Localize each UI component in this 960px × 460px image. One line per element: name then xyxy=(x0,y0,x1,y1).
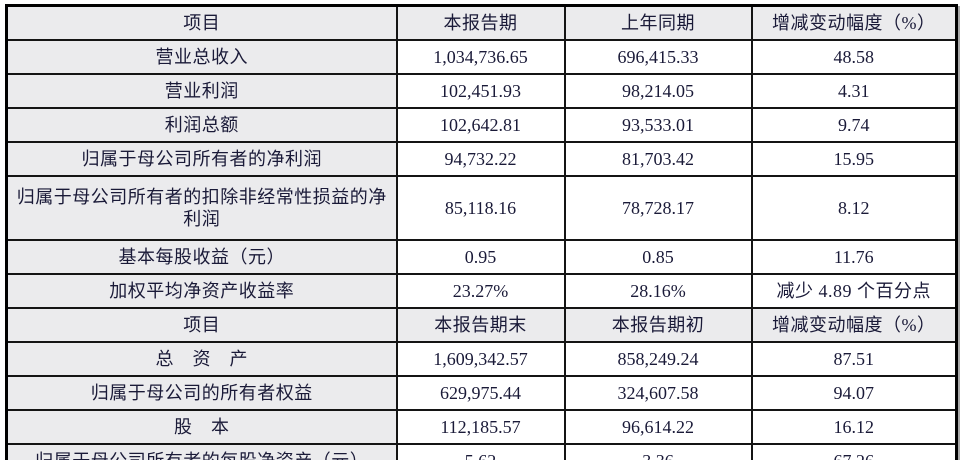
col-header-prior-period: 上年同期 xyxy=(563,4,753,41)
table-row-basic-eps: 基本每股收益（元） 0.95 0.85 11.76 xyxy=(5,239,958,275)
value-cell: 98,214.05 xyxy=(563,73,753,109)
table-row-total-assets: 总 资 产 1,609,342.57 858,249.24 87.51 xyxy=(5,341,958,377)
col-header-item-2: 项目 xyxy=(5,307,398,343)
item-cell: 归属于母公司所有者的扣除非经常性损益的净利润 xyxy=(5,175,398,241)
table-row-net-assets-per-share: 归属于母公司所有者的每股净资产（元） 5.62 3.36 67.26 xyxy=(5,443,958,460)
value-cell: 629,975.44 xyxy=(395,375,566,411)
value-cell: 0.95 xyxy=(395,239,566,275)
col-header-period-end: 本报告期末 xyxy=(395,307,566,343)
value-cell: 87.51 xyxy=(750,341,958,377)
value-cell: 3.36 xyxy=(563,443,753,460)
table-row-net-profit-excl-nonrecurring: 归属于母公司所有者的扣除非经常性损益的净利润 85,118.16 78,728.… xyxy=(5,175,958,241)
value-cell: 48.58 xyxy=(750,39,958,75)
table-row-equity-parent: 归属于母公司的所有者权益 629,975.44 324,607.58 94.07 xyxy=(5,375,958,411)
value-cell: 0.85 xyxy=(563,239,753,275)
item-cell: 营业总收入 xyxy=(5,39,398,75)
value-cell: 94,732.22 xyxy=(395,141,566,177)
value-cell: 67.26 xyxy=(750,443,958,460)
value-cell: 4.31 xyxy=(750,73,958,109)
col-header-item: 项目 xyxy=(5,4,398,41)
value-cell: 81,703.42 xyxy=(563,141,753,177)
item-cell: 归属于母公司所有者的每股净资产（元） xyxy=(5,443,398,460)
col-header-current-period: 本报告期 xyxy=(395,4,566,41)
value-cell: 1,034,736.65 xyxy=(395,39,566,75)
value-cell: 78,728.17 xyxy=(563,175,753,241)
item-cell: 利润总额 xyxy=(5,107,398,143)
value-cell: 28.16% xyxy=(563,273,753,309)
table-row-total-profit: 利润总额 102,642.81 93,533.01 9.74 xyxy=(5,107,958,143)
value-cell: 9.74 xyxy=(750,107,958,143)
value-cell: 102,451.93 xyxy=(395,73,566,109)
value-cell: 5.62 xyxy=(395,443,566,460)
table-row-weighted-avg-roe: 加权平均净资产收益率 23.27% 28.16% 减少 4.89 个百分点 xyxy=(5,273,958,309)
value-cell: 1,609,342.57 xyxy=(395,341,566,377)
table-row-operating-profit: 营业利润 102,451.93 98,214.05 4.31 xyxy=(5,73,958,109)
value-cell: 102,642.81 xyxy=(395,107,566,143)
value-cell: 11.76 xyxy=(750,239,958,275)
item-cell: 基本每股收益（元） xyxy=(5,239,398,275)
value-cell: 减少 4.89 个百分点 xyxy=(750,273,958,309)
value-cell: 858,249.24 xyxy=(563,341,753,377)
item-cell: 营业利润 xyxy=(5,73,398,109)
col-header-change-pct-2: 增减变动幅度（%） xyxy=(750,307,958,343)
value-cell: 324,607.58 xyxy=(563,375,753,411)
value-cell: 85,118.16 xyxy=(395,175,566,241)
table-header-row-1: 项目 本报告期 上年同期 增减变动幅度（%） xyxy=(5,4,958,41)
table-row-total-revenue: 营业总收入 1,034,736.65 696,415.33 48.58 xyxy=(5,39,958,75)
value-cell: 94.07 xyxy=(750,375,958,411)
value-cell: 8.12 xyxy=(750,175,958,241)
value-cell: 15.95 xyxy=(750,141,958,177)
item-cell: 归属于母公司所有者的净利润 xyxy=(5,141,398,177)
item-cell: 股 本 xyxy=(5,409,398,445)
table-header-row-2: 项目 本报告期末 本报告期初 增减变动幅度（%） xyxy=(5,307,958,343)
value-cell: 23.27% xyxy=(395,273,566,309)
col-header-period-start: 本报告期初 xyxy=(563,307,753,343)
value-cell: 96,614.22 xyxy=(563,409,753,445)
financial-summary-table: 项目 本报告期 上年同期 增减变动幅度（%） 营业总收入 1,034,736.6… xyxy=(5,4,958,460)
item-cell: 加权平均净资产收益率 xyxy=(5,273,398,309)
table-row-share-capital: 股 本 112,185.57 96,614.22 16.12 xyxy=(5,409,958,445)
value-cell: 112,185.57 xyxy=(395,409,566,445)
table-row-net-profit-parent: 归属于母公司所有者的净利润 94,732.22 81,703.42 15.95 xyxy=(5,141,958,177)
item-cell: 归属于母公司的所有者权益 xyxy=(5,375,398,411)
value-cell: 16.12 xyxy=(750,409,958,445)
value-cell: 696,415.33 xyxy=(563,39,753,75)
item-cell: 总 资 产 xyxy=(5,341,398,377)
col-header-change-pct: 增减变动幅度（%） xyxy=(750,4,958,41)
value-cell: 93,533.01 xyxy=(563,107,753,143)
